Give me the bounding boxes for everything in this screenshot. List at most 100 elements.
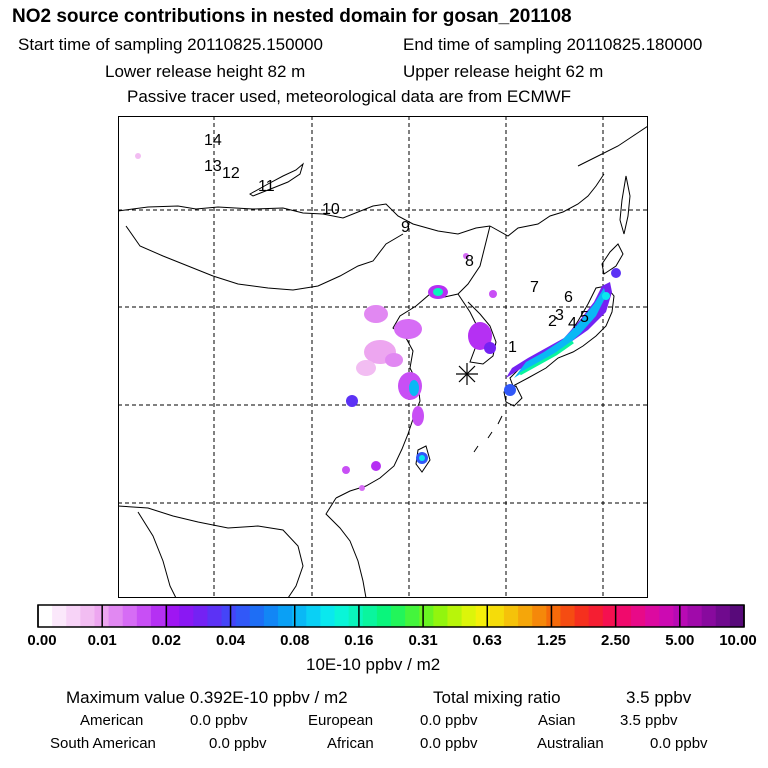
colorbar-swatch xyxy=(52,605,67,627)
upper-release-height: Upper release height 62 m xyxy=(403,62,604,81)
colorbar-swatch xyxy=(235,605,251,627)
colorbar-swatch xyxy=(391,605,406,627)
colorbar-tick-label: 0.01 xyxy=(88,632,117,649)
colorbar-swatch xyxy=(122,605,138,627)
colorbar-swatch xyxy=(193,605,209,627)
african-label: African xyxy=(327,735,374,752)
trajectory-label: 6 xyxy=(564,289,573,306)
colorbar-tick-label: 0.31 xyxy=(408,632,437,649)
trajectory-label: 11 xyxy=(258,178,275,195)
colorbar-unit-label: 10E-10 ppbv / m2 xyxy=(306,655,441,674)
colorbar-tick-label: 2.50 xyxy=(601,632,630,649)
colorbar-swatch xyxy=(334,605,350,627)
colorbar-swatch xyxy=(108,605,124,627)
trajectory-label: 9 xyxy=(401,219,410,236)
sampling-start-time: Start time of sampling 20110825.150000 xyxy=(18,35,323,54)
trajectory-label: 12 xyxy=(222,165,240,182)
trajectory-label: 8 xyxy=(465,253,474,270)
russian-far-east-coast xyxy=(577,125,648,167)
colorbar-swatch xyxy=(574,605,590,627)
colorbar-tick-label: 0.16 xyxy=(344,632,373,649)
colorbar-swatch xyxy=(659,605,674,627)
ryukyu-islands xyxy=(473,415,503,453)
korea-peninsula xyxy=(457,293,497,365)
australian-value: 0.0 ppbv xyxy=(650,735,708,752)
colorbar-swatch xyxy=(715,605,731,627)
northern-border xyxy=(118,203,491,235)
colorbar-swatch xyxy=(560,605,576,627)
tracer-note: Passive tracer used, meteorological data… xyxy=(127,87,572,106)
sakhalin-island xyxy=(619,175,631,235)
colorbar-swatch xyxy=(518,605,533,627)
colorbar-swatch xyxy=(165,605,180,627)
colorbar: 0.00 0.01 0.02 0.04 0.08 0.16 0.31 0.63 1.25 2.50… xyxy=(27,604,757,649)
concentration-footprint xyxy=(135,153,621,491)
total-mixing-ratio-label: Total mixing ratio xyxy=(433,688,561,707)
colorbar-swatch xyxy=(306,605,321,627)
colorbar-swatches xyxy=(38,605,745,627)
japan-hokkaido xyxy=(601,243,624,275)
colorbar-swatch xyxy=(207,605,223,627)
colorbar-swatch xyxy=(701,605,717,627)
colorbar-tick-label: 0.08 xyxy=(280,632,309,649)
southern-border xyxy=(118,505,304,598)
trajectory-label: 7 xyxy=(530,279,539,296)
colorbar-swatch xyxy=(150,605,166,627)
mongolia-china-border xyxy=(125,225,404,291)
colorbar-swatch xyxy=(503,605,519,627)
colorbar-swatch xyxy=(405,605,420,627)
taiwan-island xyxy=(415,445,431,473)
colorbar-swatch xyxy=(588,605,604,627)
trajectory-label: 5 xyxy=(580,309,589,326)
colorbar-tick-label: 1.25 xyxy=(537,632,566,649)
india-coast xyxy=(137,511,177,598)
trajectory-label: 3 xyxy=(555,307,564,324)
colorbar-ticks xyxy=(37,605,745,627)
colorbar-swatch xyxy=(461,605,477,627)
colorbar-tick-label: 0.63 xyxy=(473,632,502,649)
lat-lon-grid xyxy=(118,116,648,598)
colorbar-swatch xyxy=(532,605,547,627)
trajectory-label: 13 xyxy=(204,158,222,175)
colorbar-swatch xyxy=(179,605,194,627)
colorbar-swatch xyxy=(729,605,745,627)
colorbar-swatch xyxy=(687,605,703,627)
colorbar-swatch xyxy=(475,605,491,627)
trajectory-label: 4 xyxy=(568,315,577,332)
trajectory-labels: 1 2 3 4 5 6 7 8 9 10 11 12 13 14 xyxy=(204,132,589,356)
plot-title: NO2 source contributions in nested domai… xyxy=(12,6,572,27)
russia-china-northeast-border xyxy=(489,173,605,237)
colorbar-swatch xyxy=(673,605,689,627)
colorbar-swatch xyxy=(38,605,53,627)
colorbar-swatch xyxy=(66,605,81,627)
colorbar-swatch xyxy=(433,605,449,627)
colorbar-tick-labels: 0.00 0.01 0.02 0.04 0.08 0.16 0.31 0.63 1.25 2.50… xyxy=(27,632,756,649)
map-panel: 1 2 3 4 5 6 7 8 9 10 11 12 13 14 xyxy=(118,116,648,598)
african-value: 0.0 ppbv xyxy=(420,735,478,752)
asian-value: 3.5 ppbv xyxy=(620,712,678,729)
receptor-marker xyxy=(456,363,478,385)
trajectory-label: 1 xyxy=(508,339,517,356)
colorbar-swatch xyxy=(616,605,632,627)
european-label: European xyxy=(308,712,374,729)
colorbar-swatch xyxy=(320,605,336,627)
colorbar-tick-label: 0.02 xyxy=(152,632,181,649)
colorbar-swatch xyxy=(645,605,660,627)
colorbar-swatch xyxy=(447,605,463,627)
china-coastline xyxy=(335,225,491,499)
colorbar-swatch xyxy=(362,605,378,627)
colorbar-swatch xyxy=(221,605,237,627)
colorbar-swatch xyxy=(419,605,434,627)
maximum-value: Maximum value 0.392E-10 ppbv / m2 xyxy=(66,688,348,707)
colorbar-swatch xyxy=(631,605,646,627)
colorbar-swatch xyxy=(263,605,279,627)
colorbar-swatch xyxy=(348,605,364,627)
colorbar-swatch xyxy=(292,605,307,627)
colorbar-tick-label: 5.00 xyxy=(665,632,694,649)
colorbar-swatch xyxy=(249,605,265,627)
american-label: American xyxy=(80,712,144,729)
lower-release-height: Lower release height 82 m xyxy=(105,62,306,81)
colorbar-swatch xyxy=(546,605,562,627)
total-mixing-ratio-value: 3.5 ppbv xyxy=(626,688,692,707)
american-value: 0.0 ppbv xyxy=(190,712,248,729)
